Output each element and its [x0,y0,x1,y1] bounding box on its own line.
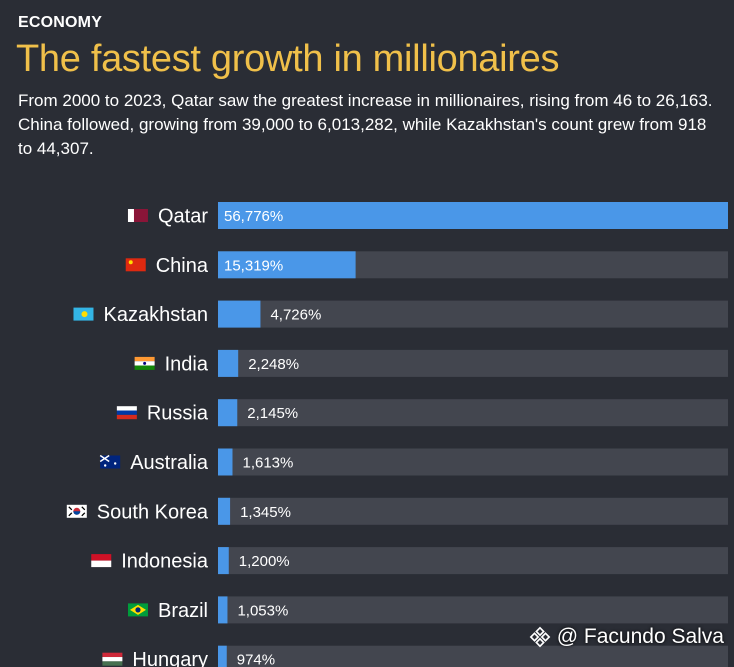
chart-title: The fastest growth in millionaires [16,38,560,80]
watermark: @ Facundo Salva [529,625,724,649]
bar-row: 4,726% Kazakhstan [73,300,728,328]
brazil-flag-icon [127,603,148,617]
category-label: Russia [147,403,209,425]
binance-logo-icon [529,626,551,648]
qatar-flag-icon [127,209,148,222]
bar [218,448,233,476]
bar-value-label: 1,345% [240,504,291,521]
bar-value-label: 1,053% [237,602,288,619]
bar-value-label: 2,248% [248,356,299,373]
bar [218,497,231,525]
bar-value-label: 56,776% [224,208,283,225]
bar-track [218,547,728,575]
bar-row: 1,053% Brazil [127,596,728,624]
bar-track [218,448,728,476]
bar [218,645,227,667]
australia-flag-icon [99,454,121,469]
bar-value-label: 1,200% [239,553,290,570]
category-label: Hungary [132,649,208,667]
category-label: India [165,353,209,375]
watermark-text: @ Facundo Salva [556,625,724,648]
south-korea-flag-icon [66,504,87,518]
bar-track [218,300,728,328]
hungary-flag-icon [102,652,123,666]
russia-flag-icon [116,406,137,420]
bar [218,596,228,624]
bar-value-label: 15,319% [224,257,283,274]
bar [218,202,728,229]
bar [218,300,261,328]
bar-row: 1,613% Australia [99,448,728,476]
bar-row: 56,776% Qatar [127,202,728,229]
bar-row: 15,319% China [125,251,728,279]
bar-row: 1,200% Indonesia [91,547,728,575]
bar [218,251,356,279]
bar [218,547,229,575]
bar-value-label: 2,145% [247,405,298,422]
indonesia-flag-icon [91,554,112,568]
category-label: Brazil [158,600,208,622]
india-flag-icon [134,356,155,370]
bar-row: 2,145% Russia [116,399,728,427]
bar-track [218,596,728,624]
bar [218,399,238,427]
section-label: ECONOMY [18,14,103,31]
bar-track [218,399,728,427]
bar-value-label: 4,726% [270,307,321,324]
bar-value-label: 974% [237,652,275,667]
category-label: Qatar [158,206,208,228]
bar-track [218,349,728,377]
category-label: Kazakhstan [103,304,208,326]
kazakhstan-flag-icon [73,307,94,321]
bar [218,349,239,377]
bar-value-label: 1,613% [242,455,293,472]
bar-track [218,645,728,667]
bar-row: 974% Hungary [102,645,728,667]
category-label: South Korea [97,501,209,523]
bar-track [218,497,728,525]
china-flag-icon [125,258,146,272]
category-label: Australia [130,452,209,474]
chart-subtitle: From 2000 to 2023, Qatar saw the greates… [18,91,713,158]
bar-row: 1,345% South Korea [66,497,728,525]
category-label: China [156,255,209,277]
bar-row: 2,248% India [134,349,728,377]
category-label: Indonesia [121,551,209,573]
